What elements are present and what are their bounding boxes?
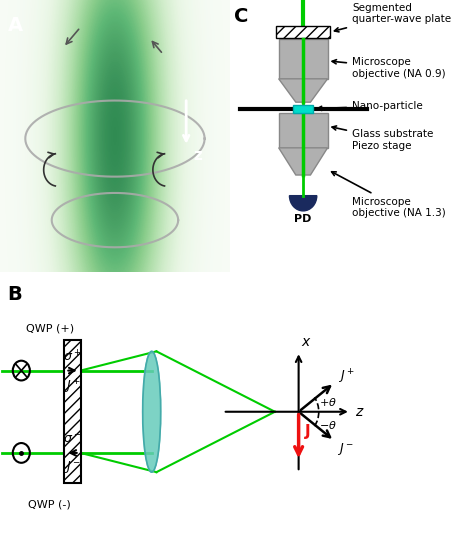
Text: x: x [301,335,310,349]
Text: C: C [234,7,248,25]
Text: $-\theta$: $-\theta$ [319,419,337,431]
Bar [276,26,330,38]
Text: Segmented
quarter-wave plate: Segmented quarter-wave plate [335,3,451,32]
Polygon shape [279,39,328,79]
Ellipse shape [143,351,161,472]
Text: $\mathbf{J}$: $\mathbf{J}$ [304,422,311,441]
Wedge shape [290,195,317,211]
Bar [64,340,81,483]
Text: PD: PD [294,214,312,224]
Text: $+\theta$: $+\theta$ [319,396,337,408]
Text: z: z [356,405,363,419]
Text: $\sigma^+$: $\sigma^+$ [63,349,82,365]
Text: A: A [8,16,23,35]
Text: Microscope
objective (NA 0.9): Microscope objective (NA 0.9) [332,57,446,79]
Text: Glass substrate
Piezo stage: Glass substrate Piezo stage [332,126,433,151]
Text: $J^+$: $J^+$ [64,378,81,396]
Polygon shape [279,79,328,102]
Text: B: B [7,285,22,305]
Bar [293,105,313,113]
Text: $J^-$: $J^-$ [337,441,354,457]
Text: Microscope
objective (NA 1.3): Microscope objective (NA 1.3) [332,172,446,219]
Polygon shape [279,148,328,175]
Text: Nano-particle: Nano-particle [318,101,423,111]
Text: QWP (-): QWP (-) [28,500,71,509]
Text: z: z [193,148,202,164]
Text: $J^+$: $J^+$ [337,368,355,386]
Polygon shape [279,113,328,148]
Text: QWP (+): QWP (+) [26,324,74,334]
Text: $\sigma^-$: $\sigma^-$ [63,433,82,446]
Text: $J^-$: $J^-$ [64,459,81,475]
